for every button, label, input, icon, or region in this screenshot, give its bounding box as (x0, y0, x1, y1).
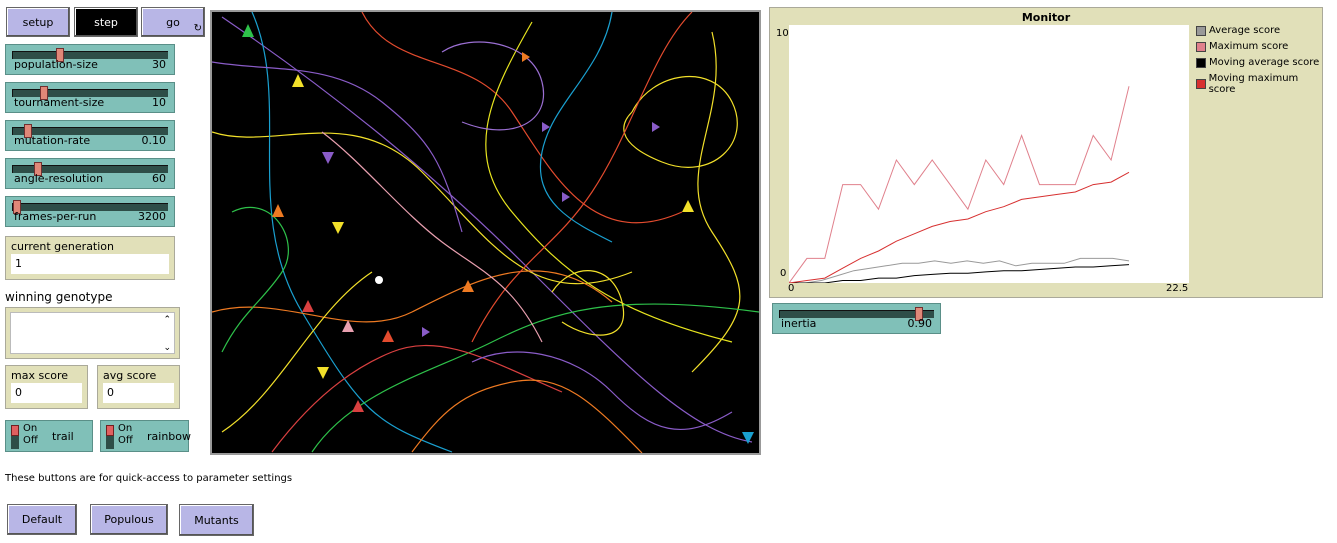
default-label: Default (21, 513, 63, 526)
slider-value: 3200 (138, 210, 166, 223)
turtle-markers (242, 24, 754, 444)
slider-track[interactable] (12, 89, 168, 97)
trail-switch[interactable]: On Off trail (5, 420, 93, 452)
forever-icon: ↻ (193, 23, 202, 34)
toggle-track[interactable] (11, 425, 19, 449)
slider-knob[interactable] (34, 162, 42, 176)
rainbow-switch[interactable]: On Off rainbow (100, 420, 191, 452)
slider-label: angle-resolution (14, 172, 104, 185)
legend-moving-maximum-score: Moving maximum score (1196, 73, 1322, 95)
winning-genotype-output[interactable]: ⌃ ⌄ (10, 312, 175, 354)
switch-on-label: On (118, 423, 133, 434)
scroll-up-icon[interactable]: ⌃ (163, 315, 171, 325)
plot-svg (788, 86, 1130, 284)
monitor-value: 0 (11, 383, 82, 403)
avg-score-monitor: avg score 0 (97, 365, 180, 409)
frames-per-run-slider[interactable]: frames-per-run 3200 (5, 196, 175, 227)
world-view[interactable] (210, 10, 761, 455)
y-min-label: 0 (780, 268, 787, 279)
legend-label: Moving maximum score (1208, 73, 1299, 95)
legend-label: Maximum score (1209, 41, 1289, 52)
monitor-plot: Monitor 10 0 0 22.5 Average score Maximu… (769, 7, 1323, 298)
slider-label: mutation-rate (14, 134, 91, 147)
switch-on-label: On (23, 423, 38, 434)
legend-label: Average score (1209, 25, 1281, 36)
slider-value: 30 (152, 58, 166, 71)
legend-average-score: Average score (1196, 25, 1280, 36)
series-line-moving-average-score (789, 264, 1130, 284)
slider-knob[interactable] (40, 86, 48, 100)
populous-label: Populous (104, 513, 154, 526)
monitor-label: avg score (103, 369, 157, 382)
x-max-label: 22.5 (1166, 283, 1189, 294)
monitor-label: current generation (11, 240, 115, 253)
legend-swatch (1196, 57, 1206, 68)
slider-knob[interactable] (13, 200, 21, 214)
slider-knob[interactable] (915, 307, 923, 321)
mutation-rate-slider[interactable]: mutation-rate 0.10 (5, 120, 175, 151)
legend-maximum-score: Maximum score (1196, 41, 1288, 52)
current-generation-monitor: current generation 1 (5, 236, 175, 280)
slider-label: population-size (14, 58, 98, 71)
monitor-value: 1 (11, 254, 169, 274)
scroll-down-icon[interactable]: ⌄ (163, 343, 171, 353)
white-turtle (375, 276, 383, 284)
go-label: go (166, 15, 180, 29)
mutants-button[interactable]: Mutants (179, 504, 254, 536)
toggle-knob[interactable] (106, 425, 114, 436)
x-min-label: 0 (788, 283, 795, 294)
angle-resolution-slider[interactable]: angle-resolution 60 (5, 158, 175, 189)
mutants-label: Mutants (194, 513, 239, 527)
series-line-maximum-score (788, 86, 1130, 284)
legend-swatch (1196, 41, 1206, 52)
world-trails (211, 11, 760, 454)
plot-area (788, 25, 1189, 284)
slider-track[interactable] (12, 127, 168, 135)
tournament-size-slider[interactable]: tournament-size 10 (5, 82, 175, 113)
plot-title: Monitor (1021, 11, 1071, 24)
legend-moving-average-score: Moving average score (1196, 57, 1319, 68)
winning-genotype-box: ⌃ ⌄ (5, 307, 180, 359)
slider-value: 0.10 (141, 134, 167, 147)
slider-value: 0.90 (907, 317, 933, 330)
slider-track[interactable] (12, 51, 168, 59)
switch-name: trail (52, 430, 74, 443)
default-button[interactable]: Default (7, 504, 77, 535)
series-line-average-score (789, 257, 1130, 284)
slider-knob[interactable] (24, 124, 32, 138)
slider-knob[interactable] (56, 48, 64, 62)
y-max-label: 10 (776, 28, 789, 39)
quick-access-note: These buttons are for quick-access to pa… (5, 473, 293, 484)
monitor-value: 0 (103, 383, 174, 403)
inertia-slider[interactable]: inertia 0.90 (772, 303, 941, 334)
slider-label: inertia (781, 317, 817, 330)
switch-off-label: Off (23, 435, 38, 446)
slider-label: tournament-size (14, 96, 105, 109)
monitor-label: max score (11, 369, 69, 382)
slider-label: frames-per-run (14, 210, 97, 223)
setup-button[interactable]: setup (6, 7, 70, 37)
slider-track[interactable] (12, 203, 168, 211)
go-button[interactable]: go ↻ (141, 7, 205, 37)
legend-swatch (1196, 25, 1206, 36)
populous-button[interactable]: Populous (90, 504, 168, 535)
legend-swatch (1196, 79, 1206, 89)
max-score-monitor: max score 0 (5, 365, 88, 409)
toggle-knob[interactable] (11, 425, 19, 436)
winning-genotype-label: winning genotype (5, 290, 113, 304)
switch-name: rainbow (147, 430, 191, 443)
series-line-moving-maximum-score (788, 171, 1130, 284)
slider-value: 60 (152, 172, 166, 185)
toggle-track[interactable] (106, 425, 114, 449)
slider-value: 10 (152, 96, 166, 109)
population-size-slider[interactable]: population-size 30 (5, 44, 175, 75)
slider-track[interactable] (12, 165, 168, 173)
step-label: step (94, 15, 118, 29)
step-button[interactable]: step (74, 7, 138, 37)
switch-off-label: Off (118, 435, 133, 446)
legend-label: Moving average score (1209, 57, 1320, 68)
slider-track[interactable] (779, 310, 934, 318)
setup-label: setup (22, 15, 54, 29)
